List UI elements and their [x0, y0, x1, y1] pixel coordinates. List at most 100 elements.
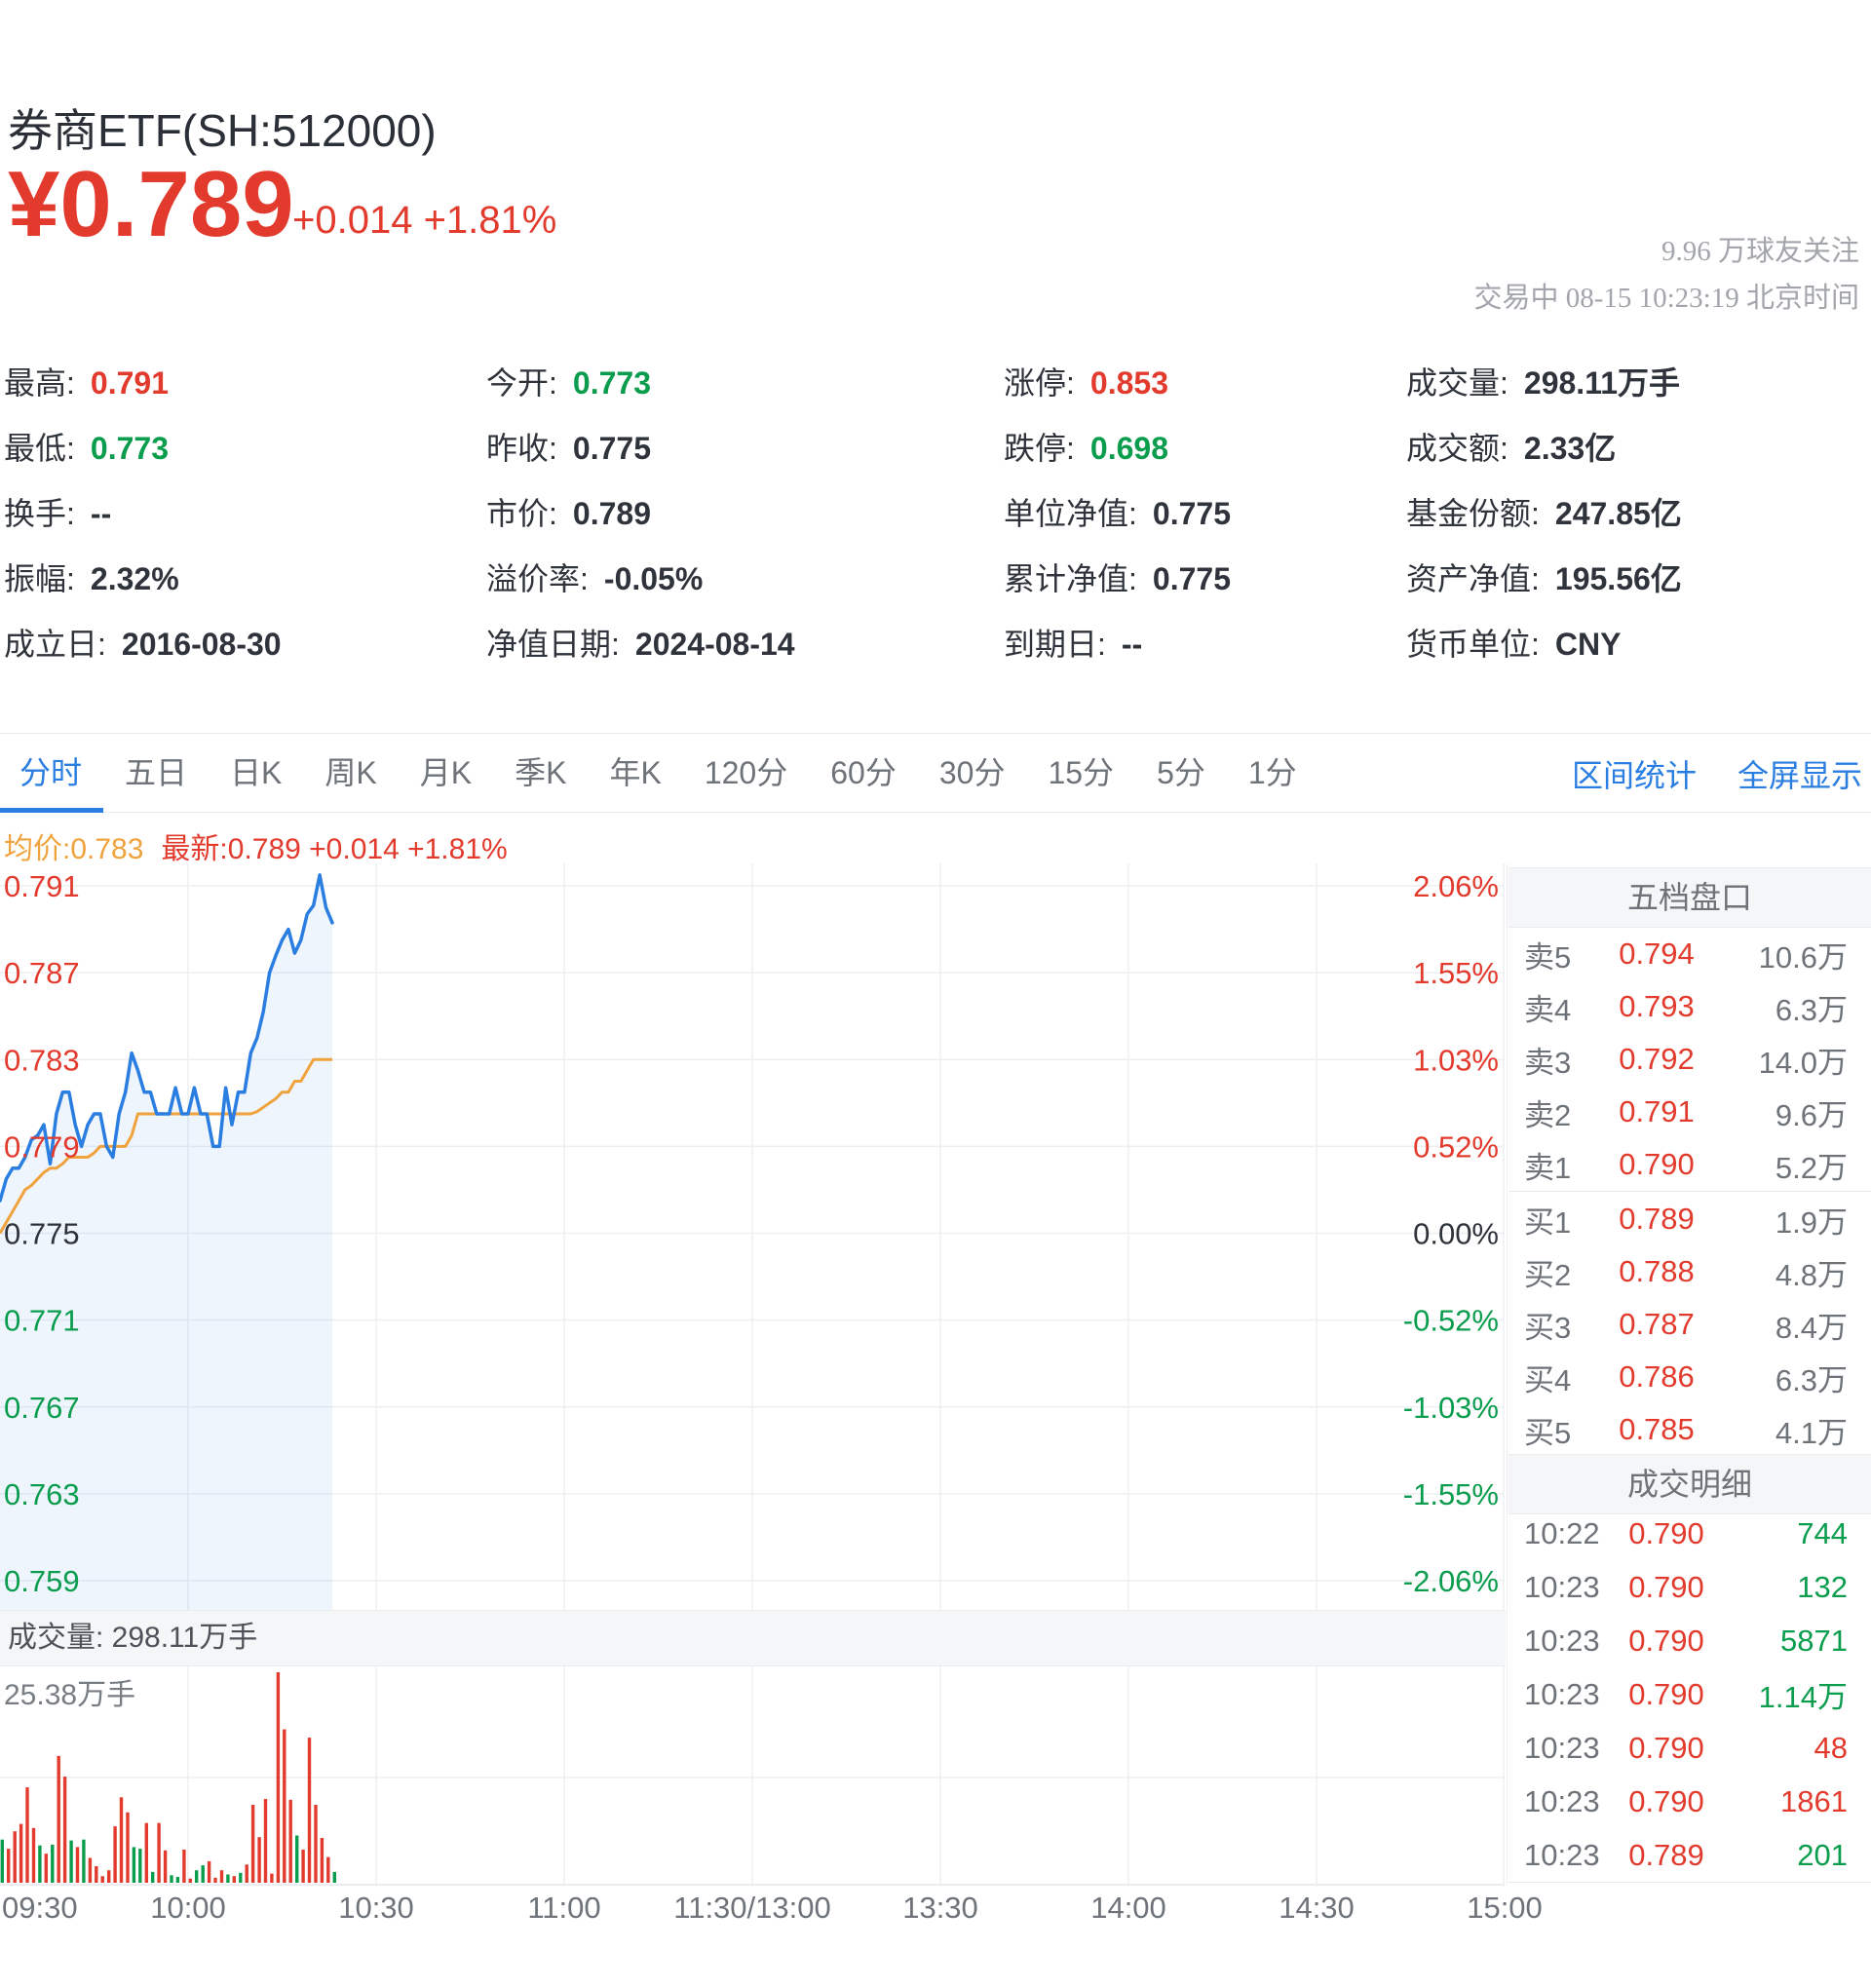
- ask-row[interactable]: 卖3 0.792 14.0万: [1508, 1033, 1871, 1086]
- stat-value: 0.775: [1152, 496, 1231, 531]
- volume-bar: [75, 1847, 80, 1883]
- price-axis-label: 0.791: [4, 869, 80, 903]
- tab-120分[interactable]: 120分: [704, 755, 788, 790]
- trade-row[interactable]: 10:23 0.789 201: [1508, 1828, 1871, 1882]
- stat-value: 0.773: [90, 431, 169, 466]
- volume-bar: [213, 1877, 217, 1883]
- volume-bar: [232, 1876, 236, 1883]
- ask-row[interactable]: 卖1 0.790 5.2万: [1508, 1138, 1871, 1191]
- time-axis-label: 10:30: [338, 1891, 414, 1925]
- stat-label: 到期日:: [1004, 627, 1106, 662]
- volume-bar: [44, 1854, 48, 1883]
- volume-bar: [250, 1805, 255, 1883]
- trade-row[interactable]: 10:23 0.790 1861: [1508, 1775, 1871, 1828]
- volume-bar: [138, 1849, 142, 1883]
- trade-row[interactable]: 10:23 0.790 5871: [1508, 1614, 1871, 1667]
- trade-price: 0.790: [1628, 1783, 1704, 1818]
- time-axis-label: 13:30: [902, 1891, 978, 1925]
- volume-bar: [62, 1777, 67, 1883]
- time-axis-label: 10:00: [150, 1891, 226, 1925]
- volume-bar: [170, 1875, 173, 1883]
- tab-分时[interactable]: 分时: [0, 734, 104, 813]
- trade-row[interactable]: 10:23 0.790 132: [1508, 1560, 1871, 1614]
- volume-bar: [144, 1822, 148, 1883]
- stat-value: 2024-08-14: [634, 627, 795, 662]
- bid-level-label: 买1: [1524, 1204, 1572, 1240]
- page-title: 券商ETF(SH:512000): [8, 105, 437, 156]
- volume-bar: [201, 1865, 205, 1883]
- volume-chart[interactable]: [0, 1666, 1506, 1887]
- volume-bar: [283, 1729, 286, 1883]
- tab-年K[interactable]: 年K: [609, 755, 662, 790]
- ask-row[interactable]: 卖4 0.793 6.3万: [1508, 980, 1871, 1033]
- trade-volume: 744: [1797, 1515, 1848, 1550]
- order-book-title: 五档盘口: [1508, 867, 1871, 928]
- bid-row[interactable]: 买1 0.789 1.9万: [1508, 1193, 1871, 1245]
- bid-volume: 6.3万: [1775, 1362, 1848, 1397]
- ask-level-label: 卖4: [1524, 992, 1572, 1027]
- ask-price: 0.791: [1619, 1094, 1695, 1128]
- percent-axis-label: 2.06%: [1413, 869, 1499, 903]
- bid-volume: 4.1万: [1775, 1415, 1848, 1450]
- trade-time: 10:23: [1524, 1783, 1600, 1818]
- volume-bar: [157, 1822, 161, 1883]
- tab-15分[interactable]: 15分: [1048, 755, 1115, 790]
- ask-level-label: 卖1: [1524, 1150, 1572, 1185]
- stat-value: -0.05%: [603, 561, 704, 596]
- bid-price: 0.785: [1619, 1412, 1695, 1446]
- link-全屏显示[interactable]: 全屏显示: [1737, 757, 1862, 793]
- volume-bar: [38, 1845, 42, 1883]
- trade-row[interactable]: 10:23 0.790 1.14万: [1508, 1667, 1871, 1721]
- ask-price: 0.790: [1619, 1147, 1695, 1181]
- time-axis-label: 11:30/13:00: [673, 1891, 831, 1925]
- tab-日K[interactable]: 日K: [230, 755, 283, 790]
- tab-周K[interactable]: 周K: [325, 755, 377, 790]
- volume-bar: [314, 1805, 318, 1883]
- volume-bar: [263, 1799, 268, 1883]
- time-axis-label: 15:00: [1467, 1891, 1543, 1925]
- stat-label: 最低:: [4, 431, 75, 466]
- bid-row[interactable]: 买5 0.785 4.1万: [1508, 1403, 1871, 1456]
- volume-bar: [13, 1831, 17, 1883]
- link-区间统计[interactable]: 区间统计: [1571, 757, 1697, 793]
- ask-row[interactable]: 卖2 0.791 9.6万: [1508, 1086, 1871, 1138]
- ask-volume: 6.3万: [1775, 992, 1848, 1027]
- bid-row[interactable]: 买2 0.788 4.8万: [1508, 1245, 1871, 1298]
- stat-label: 最高:: [4, 365, 75, 401]
- bid-volume: 8.4万: [1775, 1310, 1848, 1345]
- tab-60分[interactable]: 60分: [830, 755, 897, 790]
- percent-axis-label: -0.52%: [1403, 1304, 1499, 1338]
- bid-row[interactable]: 买4 0.786 6.3万: [1508, 1351, 1871, 1403]
- trade-volume: 48: [1814, 1730, 1848, 1765]
- stat-cell: 溢价率: -0.05%: [486, 554, 703, 599]
- tab-1分[interactable]: 1分: [1247, 755, 1297, 790]
- price-axis-label: 0.775: [4, 1217, 80, 1251]
- trade-volume: 1.14万: [1758, 1680, 1848, 1714]
- volume-bar: [270, 1873, 274, 1883]
- trade-row[interactable]: 10:23 0.790 48: [1508, 1721, 1871, 1775]
- stat-value: 0.791: [90, 365, 169, 401]
- volume-bar: [95, 1866, 98, 1883]
- tab-五日[interactable]: 五日: [125, 755, 188, 790]
- stat-label: 资产净值:: [1406, 561, 1540, 596]
- stat-cell: 换手: --: [4, 489, 111, 534]
- volume-bar: [301, 1850, 305, 1883]
- bid-row[interactable]: 买3 0.787 8.4万: [1508, 1298, 1871, 1351]
- trade-time: 10:22: [1524, 1515, 1600, 1550]
- trade-row[interactable]: 10:22 0.790 744: [1508, 1507, 1871, 1560]
- tab-月K[interactable]: 月K: [419, 755, 473, 790]
- ask-row[interactable]: 卖5 0.794 10.6万: [1508, 928, 1871, 980]
- tab-30分[interactable]: 30分: [938, 755, 1006, 790]
- stat-cell: 最低: 0.773: [4, 424, 169, 469]
- tab-季K[interactable]: 季K: [515, 755, 567, 790]
- volume-bar: [188, 1878, 192, 1883]
- stat-label: 单位净值:: [1004, 496, 1137, 531]
- ask-volume: 5.2万: [1775, 1150, 1848, 1185]
- volume-max-label: 25.38万手: [4, 1679, 136, 1711]
- tab-5分[interactable]: 5分: [1157, 755, 1205, 790]
- intraday-price-chart[interactable]: 0.791 0.787 0.783 0.779 0.775 0.771 0.767 0.763…: [0, 863, 1506, 1610]
- volume-bar: [288, 1799, 292, 1883]
- stat-value: 298.11万手: [1523, 365, 1681, 401]
- volume-bar: [88, 1857, 93, 1883]
- trade-volume: 201: [1797, 1837, 1848, 1872]
